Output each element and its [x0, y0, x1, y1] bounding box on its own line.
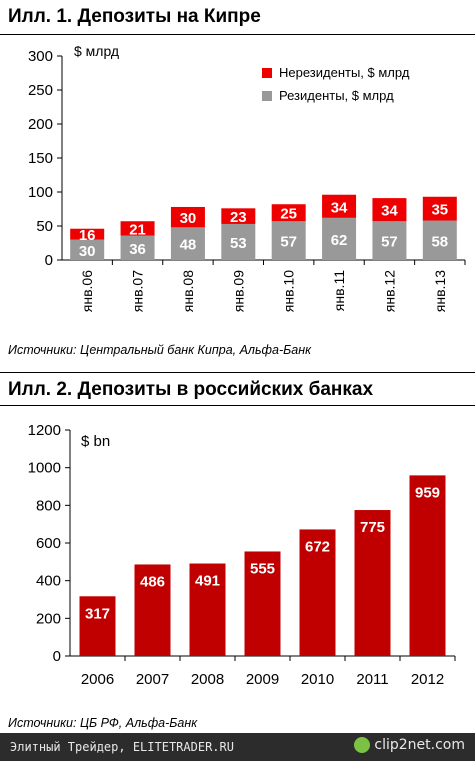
x-tick-label: янв.10	[281, 270, 297, 312]
bar	[244, 551, 281, 656]
bar	[79, 596, 116, 656]
chart2-title: Илл. 2. Депозиты в российских банках	[8, 379, 374, 400]
x-tick-label: янв.09	[230, 270, 246, 312]
y-tick-label: 1200	[28, 422, 61, 439]
x-tick-label: 2008	[191, 671, 224, 688]
y-unit-label: $ bn	[81, 433, 110, 450]
x-tick-label: 2010	[301, 671, 334, 688]
data-label: 555	[250, 560, 275, 577]
data-label-nonresidents: 34	[331, 199, 348, 216]
data-label: 672	[305, 538, 330, 555]
x-tick-label: янв.07	[130, 270, 146, 312]
legend-swatch-residents	[262, 90, 272, 101]
chart1-source: Источники: Центральный банк Кипра, Альфа…	[8, 343, 311, 357]
data-label: 775	[360, 519, 385, 536]
x-tick-label: 2009	[246, 671, 279, 688]
bar	[134, 564, 171, 656]
data-label-nonresidents: 35	[431, 202, 448, 219]
bar	[299, 529, 336, 656]
data-label-residents: 30	[79, 243, 96, 260]
bar-residents	[322, 217, 357, 260]
legend-swatch-nonresidents	[262, 67, 272, 78]
data-label-nonresidents: 23	[230, 209, 247, 226]
bar-nonresidents	[221, 208, 256, 224]
bar	[189, 563, 226, 656]
data-label-residents: 57	[381, 234, 398, 251]
legend-label-nonresidents: Нерезиденты, $ млрд	[279, 65, 410, 80]
chart1-title: Илл. 1. Депозиты на Кипре	[8, 6, 261, 27]
x-tick-label: янв.12	[381, 270, 397, 312]
data-label: 491	[195, 573, 220, 590]
chart2-plot: 0 200 400 600 800 1000 1200 $ bn 317 2006 486 2007 4…	[28, 422, 456, 688]
x-tick-label: янв.13	[432, 270, 448, 312]
clip2net-icon	[354, 737, 371, 753]
y-tick-label: 50	[36, 218, 53, 235]
bar-nonresidents	[322, 194, 357, 218]
y-tick-label: 200	[28, 116, 53, 133]
bar	[409, 475, 446, 656]
bar-nonresidents	[170, 206, 205, 228]
data-label-nonresidents: 25	[280, 206, 297, 223]
data-label-nonresidents: 30	[180, 210, 197, 227]
bar-residents	[70, 239, 105, 260]
data-label: 486	[140, 573, 165, 590]
y-tick-label: 250	[28, 82, 53, 99]
watermark-bar: Элитный Трейдер, ELITETRADER.RU clip2net…	[0, 733, 475, 761]
y-tick-label: 0	[53, 648, 61, 665]
y-tick-label: 400	[36, 573, 61, 590]
chart2-top-rule-upper	[0, 372, 475, 373]
data-label-nonresidents: 34	[381, 203, 398, 220]
y-tick-label: 1000	[28, 460, 61, 477]
bar-nonresidents	[372, 198, 407, 222]
data-label-residents: 53	[230, 235, 247, 252]
y-tick-label: 800	[36, 497, 61, 514]
data-label: 959	[415, 484, 440, 501]
data-label-nonresidents: 21	[129, 221, 146, 238]
bar-nonresidents	[120, 221, 155, 236]
x-tick-label: янв.08	[180, 270, 196, 312]
x-tick-label: янв.11	[331, 270, 347, 311]
y-tick-label: 100	[28, 184, 53, 201]
y-tick-label: 150	[28, 150, 53, 167]
chart2-top-rule	[0, 405, 475, 406]
data-label-nonresidents: 16	[79, 227, 96, 244]
y-tick-label: 300	[28, 48, 53, 65]
y-unit-label: $ млрд	[74, 43, 119, 59]
data-label-residents: 48	[180, 237, 197, 254]
clip2net-logo-text: clip2net.com	[374, 737, 465, 753]
x-tick-label: янв.06	[79, 270, 95, 312]
data-label-residents: 58	[431, 233, 448, 250]
x-tick-label: 2006	[81, 671, 114, 688]
y-tick-label: 0	[45, 252, 53, 269]
chart1-top-rule	[0, 34, 475, 35]
legend-item-nonresidents: Нерезиденты, $ млрд	[262, 65, 409, 80]
data-label-residents: 36	[129, 241, 146, 258]
clip2net-logo: clip2net.com	[354, 737, 465, 753]
legend-label-residents: Резиденты, $ млрд	[279, 88, 394, 103]
data-label: 317	[85, 605, 110, 622]
bar-residents	[170, 227, 205, 260]
chart2-source: Источники: ЦБ РФ, Альфа-Банк	[8, 716, 198, 730]
bar-residents	[221, 223, 256, 260]
x-tick-label: 2011	[356, 671, 388, 688]
x-tick-label: 2012	[411, 671, 444, 688]
bar-nonresidents	[271, 204, 306, 222]
x-tick-label: 2007	[136, 671, 169, 688]
bar-residents	[372, 221, 407, 260]
watermark-text: Элитный Трейдер, ELITETRADER.RU	[10, 740, 234, 754]
y-tick-label: 200	[36, 610, 61, 627]
legend-item-residents: Резиденты, $ млрд	[262, 88, 394, 103]
y-tick-label: 600	[36, 535, 61, 552]
bar-residents	[120, 235, 155, 260]
bar-residents	[422, 220, 457, 260]
bar	[354, 510, 391, 656]
bar-nonresidents	[70, 228, 105, 240]
bar-residents	[271, 221, 306, 260]
data-label-residents: 57	[280, 234, 297, 251]
data-label-residents: 62	[331, 232, 348, 249]
bar-nonresidents	[422, 196, 457, 221]
